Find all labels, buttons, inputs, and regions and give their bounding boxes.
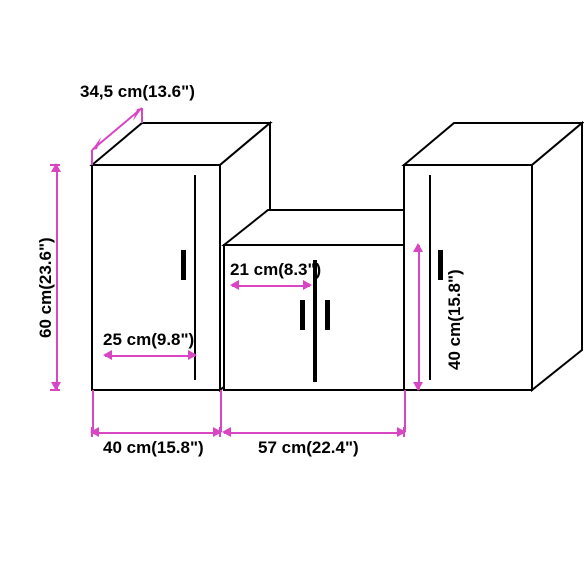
ext-center-r (404, 390, 406, 432)
dim-door-center-arrow-r (303, 280, 312, 290)
dim-height-tall-line (56, 165, 58, 390)
label-door-tall: 25 cm(9.8") (103, 330, 194, 350)
dim-door-center-line (232, 285, 310, 287)
label-door-center: 21 cm(8.3") (230, 260, 321, 280)
dim-door-tall-arrow-r (188, 350, 197, 360)
label-depth: 34,5 cm(13.6") (80, 82, 195, 102)
dim-width-center-line (224, 432, 404, 434)
label-height-tall: 60 cm(23.6") (36, 237, 56, 338)
ext-left-r (220, 390, 222, 432)
dim-door-center-arrow-l (230, 280, 239, 290)
dim-height-tall-tick-top (50, 164, 60, 166)
dim-height-center-arrow-dn (413, 382, 423, 391)
dim-height-center-line (418, 245, 420, 390)
dim-height-center-arrow-up (413, 243, 423, 252)
dim-width-center-arrow-l (222, 427, 231, 437)
ext-left-l (92, 390, 94, 432)
dim-height-tall-tick-bot (50, 389, 60, 391)
label-width-center: 57 cm(22.4") (258, 438, 359, 458)
label-width-tall: 40 cm(15.8") (103, 438, 204, 458)
dim-width-tall-line (92, 432, 220, 434)
dim-door-tall-line (105, 355, 195, 357)
dimension-diagram: 34,5 cm(13.6") 60 cm(23.6") 25 cm(9.8") … (0, 0, 584, 584)
label-height-center: 40 cm(15.8") (445, 269, 465, 370)
dim-door-tall-arrow-l (103, 350, 112, 360)
